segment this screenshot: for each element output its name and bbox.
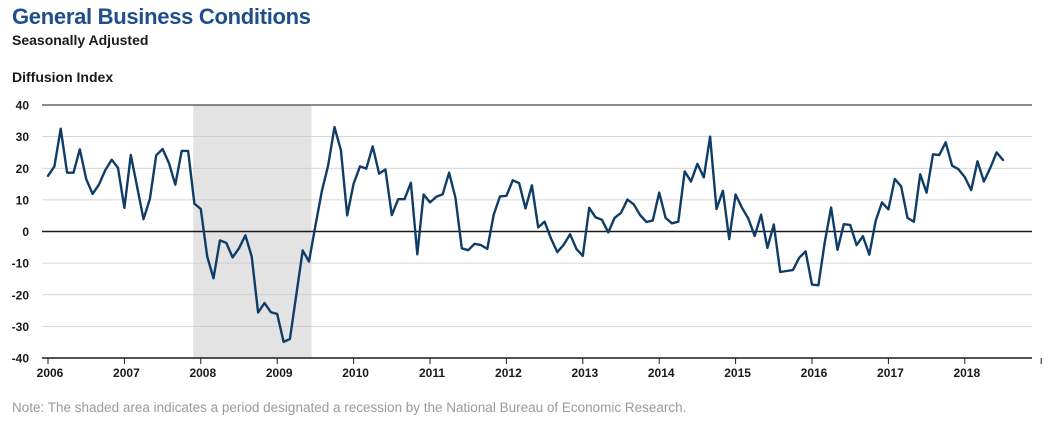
y-tick-label: 10 <box>16 193 30 207</box>
x-tick-label: 2012 <box>495 366 522 380</box>
y-tick-label: 0 <box>22 225 29 239</box>
x-tick-label: 2017 <box>877 366 904 380</box>
x-tick-label: 2008 <box>189 366 216 380</box>
series-line <box>46 125 1005 344</box>
y-tick-label: -20 <box>12 288 30 302</box>
x-tick-label: 2011 <box>419 366 445 380</box>
x-tick-label: 2006 <box>37 366 64 380</box>
y-tick-label: 20 <box>16 162 30 176</box>
y-axis-label: Diffusion Index <box>12 69 114 85</box>
y-tick-label: -10 <box>12 257 30 271</box>
chart-subtitle: Seasonally Adjusted <box>12 32 149 48</box>
x-tick-label: 2014 <box>648 366 675 380</box>
x-tick-label: 2016 <box>801 366 828 380</box>
series-layer <box>46 125 1005 344</box>
y-tick-label: 30 <box>16 130 30 144</box>
x-tick-label: 2010 <box>342 366 369 380</box>
x-tick-label: 2013 <box>571 366 598 380</box>
x-tick-label: 2007 <box>113 366 140 380</box>
chart-title: General Business Conditions <box>12 4 311 29</box>
x-tick-label: 2018 <box>953 366 980 380</box>
y-tick-label: -30 <box>12 320 30 334</box>
footnote: Note: The shaded area indicates a period… <box>12 400 687 415</box>
x-axis: 2006 2007 2008 2009 2010 2011 2012 2013 2014 2015… <box>37 357 1042 380</box>
y-tick-label: -40 <box>12 352 30 366</box>
x-tick-label: 2009 <box>266 366 293 380</box>
gridlines <box>42 104 1032 327</box>
x-tick-label: 2015 <box>724 366 751 380</box>
y-tick-label: 40 <box>16 99 30 113</box>
y-tick-labels: 40 30 20 10 0 -10 -20 -30 -40 <box>12 99 30 366</box>
